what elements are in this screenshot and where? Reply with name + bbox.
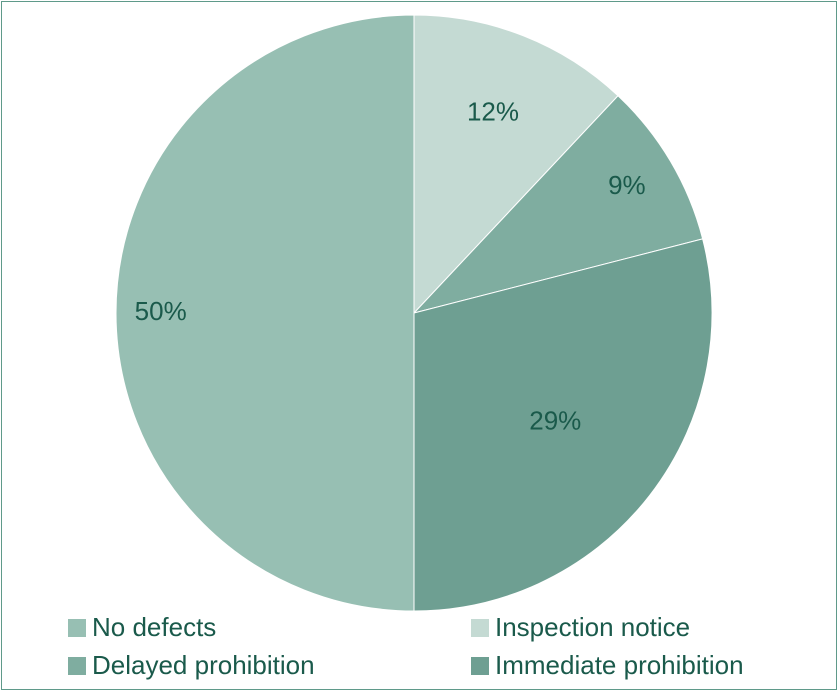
data-label-delayed-prohibition: 9%	[608, 170, 646, 200]
data-label-inspection-notice: 12%	[467, 96, 519, 126]
legend-item-inspection-notice: Inspection notice	[471, 612, 690, 643]
pie-slice-inspection-notice	[413, 14, 619, 315]
data-label-no-defects: 50%	[135, 296, 187, 326]
pie-slice-delayed-prohibition	[412, 95, 704, 314]
legend-item-no-defects: No defects	[68, 612, 216, 643]
legend-swatch-immediate-prohibition	[471, 656, 489, 675]
data-label-immediate-prohibition: 29%	[529, 405, 581, 435]
legend-label-inspection-notice: Inspection notice	[495, 612, 691, 642]
legend-label-delayed-prohibition: Delayed prohibition	[92, 650, 315, 680]
legend-item-immediate-prohibition: Immediate prohibition	[471, 650, 744, 681]
legend-label-no-defects: No defects	[92, 612, 217, 642]
legend-item-delayed-prohibition: Delayed prohibition	[68, 650, 315, 681]
pie-slice-no-defects	[115, 14, 415, 612]
legend-swatch-no-defects	[68, 618, 86, 637]
legend-swatch-inspection-notice	[471, 618, 489, 637]
pie-slice-immediate-prohibition	[413, 238, 713, 612]
legend-swatch-delayed-prohibition	[68, 656, 86, 675]
legend: No defects Inspection notice Delayed pro…	[68, 612, 828, 688]
legend-label-immediate-prohibition: Immediate prohibition	[495, 650, 744, 680]
